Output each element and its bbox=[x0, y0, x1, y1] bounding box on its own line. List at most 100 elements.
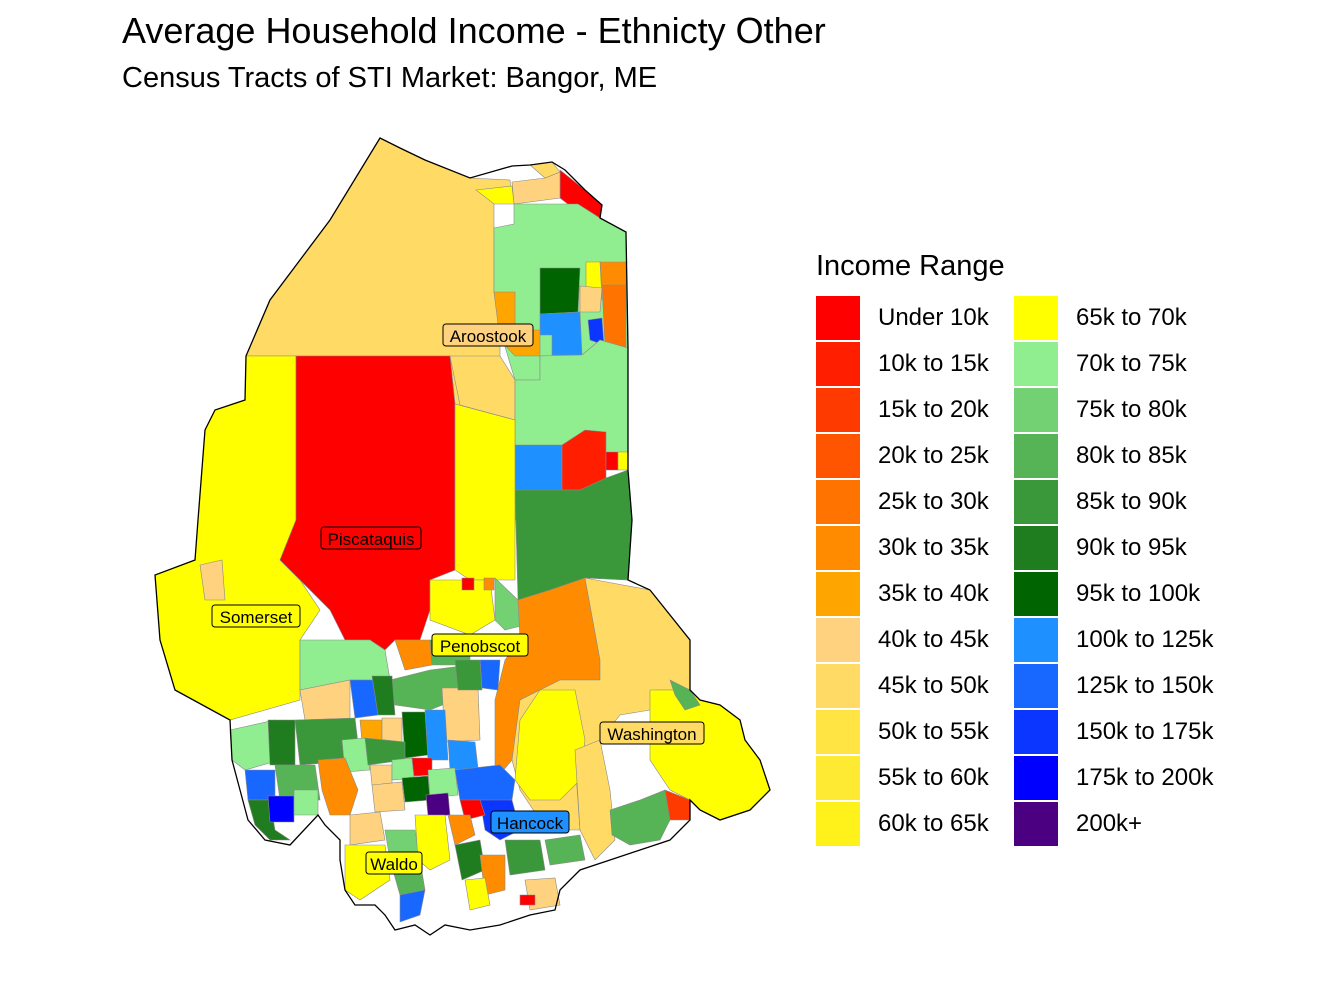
tract-dkgreen-c1 bbox=[371, 675, 396, 716]
tract-green-wash-2 bbox=[609, 789, 671, 846]
tract-orange-hancock bbox=[447, 814, 476, 846]
legend-swatch bbox=[816, 802, 860, 846]
tract-red-h4 bbox=[519, 894, 536, 906]
legend-item: 60k to 65k bbox=[816, 801, 1014, 847]
legend-swatch bbox=[816, 526, 860, 570]
legend-swatch bbox=[1014, 480, 1058, 524]
legend-item: 175k to 200k bbox=[1014, 755, 1214, 801]
county-label-text: Piscataquis bbox=[328, 530, 415, 549]
legend-swatch bbox=[1014, 526, 1058, 570]
legend-swatch bbox=[1014, 756, 1058, 800]
legend-label: 65k to 70k bbox=[1076, 304, 1187, 331]
legend-swatch bbox=[816, 572, 860, 616]
legend-label: 30k to 35k bbox=[878, 534, 989, 561]
tract-blue-w2 bbox=[267, 795, 295, 823]
legend-swatch bbox=[1014, 710, 1058, 754]
legend-label: 60k to 65k bbox=[878, 810, 989, 837]
legend-swatch bbox=[816, 388, 860, 432]
tract-dkgreen-c3 bbox=[401, 775, 431, 803]
tract-blue-c3 bbox=[424, 709, 449, 761]
legend-item: 45k to 50k bbox=[816, 663, 1014, 709]
county-label-somerset: Somerset bbox=[211, 604, 301, 628]
tract-tan-1 bbox=[579, 285, 603, 313]
legend-column-1: Under 10k 10k to 15k 15k to 20k 20k to 25k 2… bbox=[816, 295, 1014, 847]
legend-label: 20k to 25k bbox=[878, 442, 989, 469]
legend-item: Under 10k bbox=[816, 295, 1014, 341]
legend-item: 95k to 100k bbox=[1014, 571, 1212, 617]
legend-title: Income Range bbox=[816, 250, 1005, 282]
legend-item: 40k to 45k bbox=[816, 617, 1014, 663]
legend-label: 80k to 85k bbox=[1076, 442, 1187, 469]
legend-label: 125k to 150k bbox=[1076, 672, 1214, 699]
tract-green-h6 bbox=[544, 834, 586, 866]
tract-purple bbox=[425, 792, 451, 817]
county-labels: Aroostook Piscataquis Somerset Penobscot… bbox=[211, 323, 705, 875]
legend-swatch bbox=[1014, 342, 1058, 386]
legend-item: 35k to 40k bbox=[816, 571, 1014, 617]
legend-item: 30k to 35k bbox=[816, 525, 1014, 571]
legend-label: 25k to 30k bbox=[878, 488, 989, 515]
tract-yellow-east-pisc bbox=[454, 403, 516, 581]
tract-tan-waldo bbox=[349, 811, 386, 846]
county-label-washington: Washington bbox=[599, 721, 705, 745]
tract-tan-somerset bbox=[199, 559, 226, 601]
legend-item: 150k to 175k bbox=[1014, 709, 1214, 755]
county-label-hancock: Hancock bbox=[490, 810, 570, 834]
legend-columns: Under 10k 10k to 15k 15k to 20k 20k to 25k 2… bbox=[816, 295, 1214, 847]
legend-swatch bbox=[816, 480, 860, 524]
county-label-text: Penobscot bbox=[440, 637, 521, 656]
legend-item: 20k to 25k bbox=[816, 433, 1014, 479]
legend-item: 80k to 85k bbox=[1014, 433, 1212, 479]
legend-label: 175k to 200k bbox=[1076, 764, 1214, 791]
legend-label: 55k to 60k bbox=[878, 764, 989, 791]
county-label-waldo: Waldo bbox=[365, 851, 423, 875]
tract-ne-tan-1 bbox=[511, 171, 561, 205]
legend-swatch bbox=[1014, 802, 1058, 846]
tract-dkgreen-w bbox=[267, 719, 296, 766]
tract-dkgreen-1 bbox=[539, 267, 581, 315]
legend-item: 15k to 20k bbox=[816, 387, 1014, 433]
county-label-text: Somerset bbox=[220, 608, 293, 627]
tract-red-pen bbox=[461, 577, 475, 591]
legend-swatch bbox=[816, 342, 860, 386]
chart-title: Average Household Income - Ethnicty Othe… bbox=[122, 10, 826, 51]
legend-label: 150k to 175k bbox=[1076, 718, 1214, 745]
legend-item: 200k+ bbox=[1014, 801, 1212, 847]
legend-label: 10k to 15k bbox=[878, 350, 989, 377]
legend-item: 55k to 60k bbox=[816, 755, 1014, 801]
legend-label: 50k to 55k bbox=[878, 718, 989, 745]
legend-column-2: 65k to 70k 70k to 75k 75k to 80k 80k to 85k… bbox=[1014, 295, 1214, 847]
county-label-text: Hancock bbox=[497, 814, 564, 833]
tract-tan-c4 bbox=[369, 764, 393, 786]
tract-ltgreen-w2 bbox=[293, 789, 319, 816]
legend-label: 85k to 90k bbox=[1076, 488, 1187, 515]
legend-label: 15k to 20k bbox=[878, 396, 989, 423]
tract-red-3 bbox=[605, 451, 619, 471]
tract-blue-c5 bbox=[454, 764, 516, 806]
tract-orange-pen bbox=[483, 577, 495, 591]
legend-swatch bbox=[816, 618, 860, 662]
legend-label: 100k to 125k bbox=[1076, 626, 1214, 653]
tract-green-wash bbox=[669, 679, 701, 711]
tract-orange-ne-2 bbox=[599, 261, 627, 286]
tract-green-pen-1 bbox=[494, 577, 526, 631]
tract-orange-ne bbox=[601, 281, 627, 349]
legend-swatch bbox=[1014, 618, 1058, 662]
tract-blue-c4 bbox=[447, 739, 479, 771]
legend-swatch bbox=[1014, 434, 1058, 478]
tract-ltgreen-c3 bbox=[427, 767, 459, 799]
legend-swatch bbox=[816, 664, 860, 708]
legend-swatch bbox=[1014, 572, 1058, 616]
tract-green-h2 bbox=[504, 839, 546, 876]
legend-swatch bbox=[1014, 664, 1058, 708]
tract-orange-pen-2 bbox=[394, 639, 433, 671]
legend-item: 75k to 80k bbox=[1014, 387, 1212, 433]
tract-ye-hancock bbox=[514, 689, 586, 801]
legend-item: 70k to 75k bbox=[1014, 341, 1212, 387]
legend-label: 35k to 40k bbox=[878, 580, 989, 607]
county-label-text: Washington bbox=[607, 725, 696, 744]
map-regions bbox=[154, 137, 771, 923]
legend-label: 70k to 75k bbox=[1076, 350, 1187, 377]
legend-item: 50k to 55k bbox=[816, 709, 1014, 755]
legend-item: 100k to 125k bbox=[1014, 617, 1214, 663]
